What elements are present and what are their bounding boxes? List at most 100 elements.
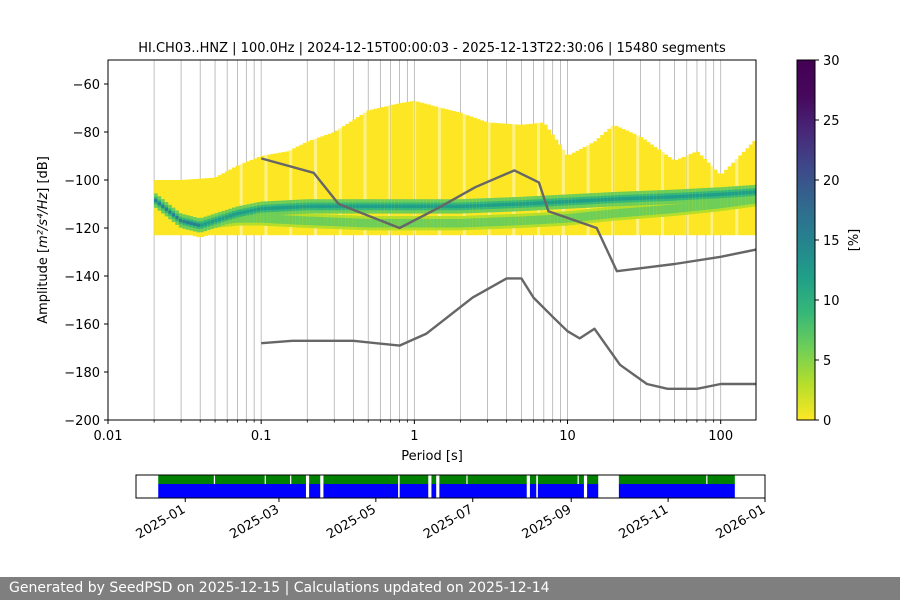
density-cell-secondary	[302, 216, 307, 225]
colorbar-tick-label: 25	[823, 114, 840, 129]
density-cell-peak	[610, 197, 615, 201]
density-cell-peak	[320, 204, 325, 209]
density-cell-envelope	[193, 179, 198, 237]
density-cell-peak	[635, 196, 640, 200]
density-cell-secondary	[458, 218, 463, 228]
density-cell-peak	[224, 215, 230, 219]
density-cell-secondary	[571, 213, 577, 223]
density-cell-secondary	[582, 212, 587, 221]
density-cell-peak	[164, 207, 169, 211]
density-cell-peak	[217, 217, 222, 222]
density-cell-secondary	[610, 209, 615, 219]
timeline-gap-mark	[706, 475, 708, 484]
density-cell-envelope	[377, 107, 382, 236]
density-cell-peak	[734, 191, 739, 196]
density-cell-peak	[642, 196, 647, 200]
density-cell-secondary	[433, 218, 438, 228]
density-cell-peak	[398, 204, 403, 209]
density-cell-secondary	[688, 202, 693, 212]
density-cell-envelope	[586, 145, 591, 236]
density-cell-envelope	[596, 138, 601, 236]
density-cell-envelope	[472, 117, 477, 236]
density-cell-peak	[628, 196, 633, 201]
density-cell-envelope	[331, 132, 336, 236]
density-cell-secondary	[380, 218, 385, 228]
low-noise-model-line	[261, 277, 756, 390]
density-cell-secondary	[508, 216, 513, 226]
density-cell-secondary	[263, 214, 269, 223]
density-cell-peak	[352, 204, 357, 209]
density-cell-envelope	[419, 102, 424, 236]
density-cell-secondary	[423, 218, 428, 228]
density-cell-envelope	[483, 121, 488, 236]
density-cell-envelope	[239, 164, 244, 236]
density-cell-peak	[327, 204, 332, 209]
density-cell-envelope	[550, 134, 555, 236]
density-cell-envelope	[561, 149, 566, 236]
density-cell-envelope	[582, 147, 587, 236]
density-cell-peak	[363, 204, 368, 209]
density-cell-envelope	[313, 138, 318, 236]
density-cell-envelope	[501, 123, 506, 236]
density-cell-secondary	[532, 215, 538, 225]
density-cell-envelope	[543, 124, 548, 236]
timeline-frame	[135, 474, 766, 499]
density-cell-secondary	[525, 216, 531, 225]
density-cell-secondary	[529, 215, 534, 225]
density-cell-secondary	[306, 216, 311, 226]
density-cell-secondary	[497, 217, 502, 226]
timeline-gap-mark	[213, 475, 216, 484]
timeline-segment-bottom	[529, 484, 537, 498]
y-tick-label: −120	[64, 222, 100, 237]
density-cell-secondary	[547, 215, 552, 224]
density-cell-peak	[667, 195, 672, 199]
density-cell-envelope	[355, 117, 361, 236]
density-cell-peak	[154, 198, 159, 203]
density-cell-peak	[738, 191, 743, 195]
density-cell-envelope	[210, 177, 215, 236]
density-cell-secondary	[522, 216, 527, 225]
density-cell-peak	[203, 222, 208, 226]
y-tick-label: −80	[73, 126, 100, 141]
density-cell-peak	[447, 204, 453, 209]
density-cell-secondary	[462, 218, 467, 228]
psd-figure: HI.CH03..HNZ | 100.0Hz | 2024-12-15T00:0…	[36, 41, 862, 542]
density-cell-envelope	[253, 158, 258, 236]
density-cell-peak	[267, 206, 272, 211]
density-cell-peak	[536, 201, 541, 205]
density-cell-peak	[200, 223, 205, 227]
density-cell-peak	[458, 204, 463, 209]
density-cell-secondary	[479, 218, 484, 227]
density-cell-peak	[423, 204, 428, 209]
density-cell-peak	[246, 209, 251, 214]
density-cell-secondary	[331, 217, 336, 227]
density-cell-envelope	[200, 178, 205, 238]
chart-title: HI.CH03..HNZ | 100.0Hz | 2024-12-15T00:0…	[138, 41, 726, 56]
timeline-segment-bottom	[439, 484, 527, 498]
density-cell-envelope	[497, 123, 502, 236]
density-cell-envelope	[324, 135, 329, 236]
density-cell-peak	[571, 199, 577, 203]
density-cell-peak	[171, 213, 176, 217]
footer-banner: Generated by SeedPSD on 2025-12-15 | Cal…	[0, 577, 900, 600]
density-cell-envelope	[363, 112, 368, 236]
density-cell-peak	[589, 198, 594, 203]
density-cell-peak	[508, 202, 513, 207]
density-cell-envelope	[540, 122, 545, 236]
density-cell-secondary	[738, 197, 743, 206]
density-cell-secondary	[557, 214, 562, 224]
density-cell-peak	[359, 204, 364, 209]
density-cell-peak	[646, 196, 651, 200]
density-cell-envelope	[628, 132, 633, 236]
density-cell-peak	[288, 205, 293, 209]
density-cell-secondary	[706, 200, 711, 210]
density-cell-peak	[671, 195, 676, 199]
density-cell-envelope	[327, 133, 332, 236]
density-cell-secondary	[341, 217, 346, 227]
density-cell-secondary	[589, 211, 594, 221]
density-cell-envelope	[249, 159, 254, 236]
density-cell-envelope	[405, 101, 410, 236]
density-cell-peak	[660, 195, 665, 199]
density-cell-envelope	[292, 148, 297, 236]
density-cell-peak	[688, 194, 693, 198]
